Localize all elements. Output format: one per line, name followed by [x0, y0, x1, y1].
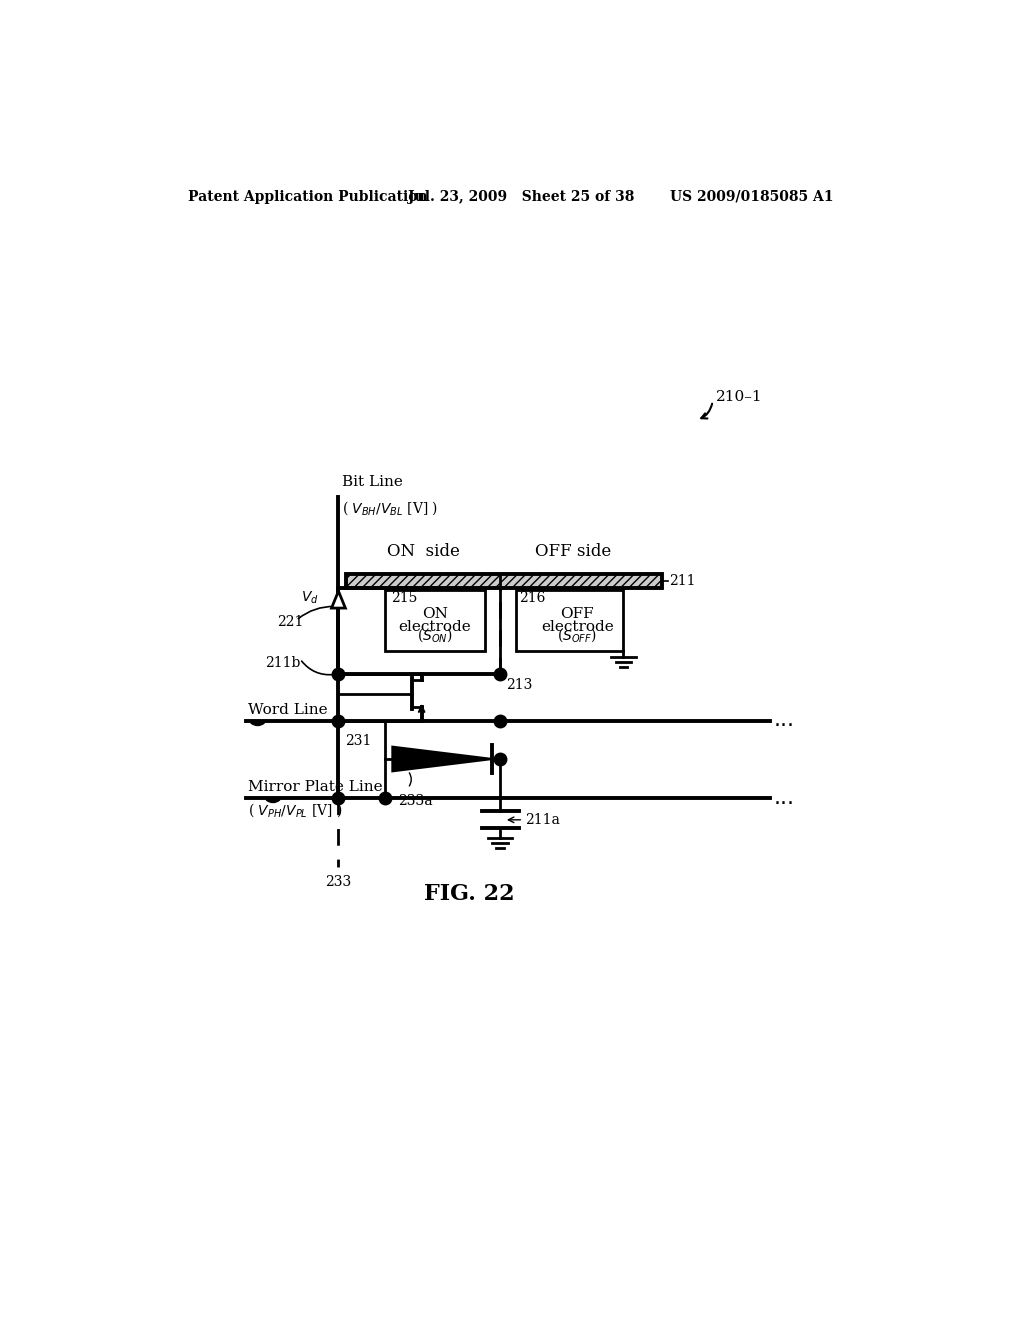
Polygon shape	[392, 747, 493, 771]
Text: electrode: electrode	[398, 619, 471, 634]
Text: OFF side: OFF side	[536, 544, 611, 561]
Text: 211: 211	[670, 574, 696, 589]
Text: 216: 216	[519, 591, 546, 605]
Polygon shape	[332, 591, 345, 609]
Text: ...: ...	[773, 788, 795, 808]
Text: ( $V_{BH}/V_{BL}$ [V] ): ( $V_{BH}/V_{BL}$ [V] )	[342, 499, 438, 516]
Text: electrode: electrode	[541, 619, 613, 634]
Text: ...: ...	[773, 710, 795, 730]
Text: 215: 215	[391, 591, 417, 605]
Text: OFF: OFF	[560, 607, 594, 622]
Text: $V_d$: $V_d$	[301, 590, 319, 606]
Text: 231: 231	[345, 734, 371, 748]
Text: 211a: 211a	[524, 813, 560, 826]
Text: 213: 213	[506, 678, 532, 692]
Text: FIG. 22: FIG. 22	[424, 883, 515, 904]
Text: US 2009/0185085 A1: US 2009/0185085 A1	[670, 190, 834, 203]
Text: 233: 233	[326, 875, 351, 888]
Text: ($S_{OFF}$): ($S_{OFF}$)	[557, 626, 597, 644]
Text: ON: ON	[422, 607, 447, 622]
Bar	[346, 574, 662, 589]
Text: Jul. 23, 2009   Sheet 25 of 38: Jul. 23, 2009 Sheet 25 of 38	[408, 190, 634, 203]
Text: 233a: 233a	[398, 793, 433, 808]
Bar	[515, 590, 624, 651]
Text: Patent Application Publication: Patent Application Publication	[188, 190, 428, 203]
Text: ($S_{ON}$): ($S_{ON}$)	[417, 626, 453, 644]
Text: 211b: 211b	[265, 656, 301, 671]
Text: Word Line: Word Line	[248, 702, 328, 717]
Text: ( $V_{PH}/V_{PL}$ [V] ): ( $V_{PH}/V_{PL}$ [V] )	[248, 801, 342, 820]
Text: 210–1: 210–1	[716, 391, 763, 404]
Text: Bit Line: Bit Line	[342, 475, 403, 490]
Text: 221: 221	[276, 615, 303, 628]
Bar	[385, 590, 484, 651]
Text: Mirror Plate Line: Mirror Plate Line	[248, 780, 382, 793]
Text: ON  side: ON side	[387, 544, 460, 561]
